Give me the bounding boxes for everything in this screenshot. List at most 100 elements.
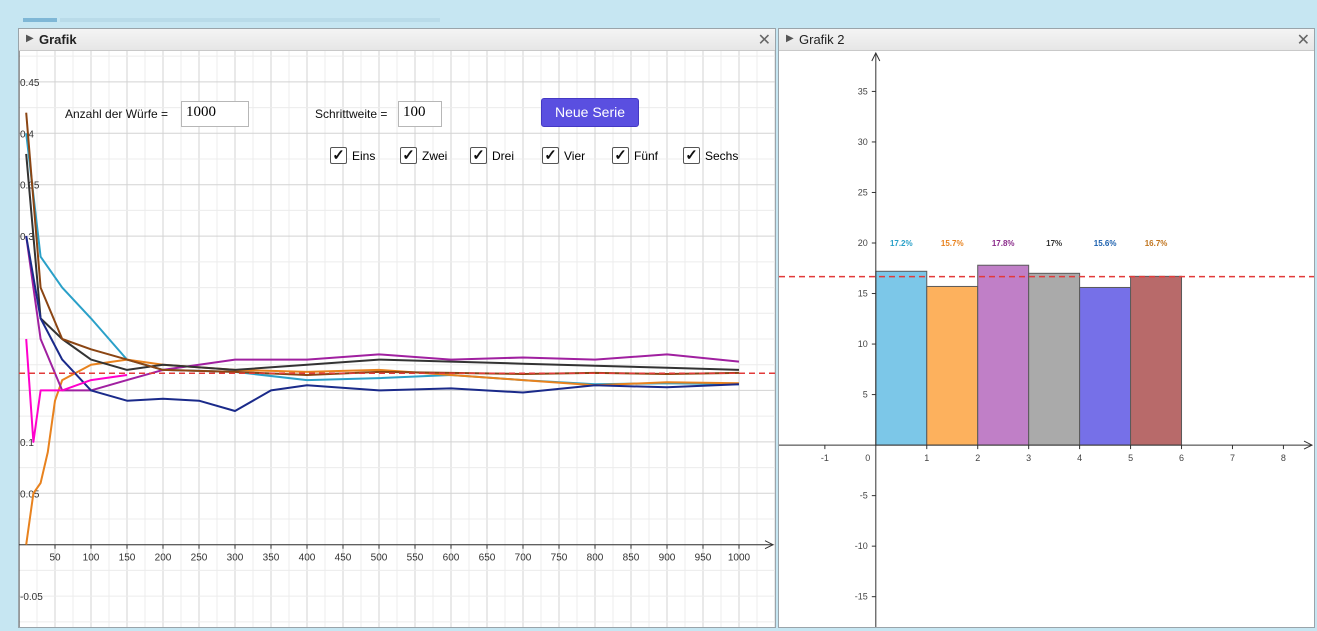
schrittweite-label: Schrittweite = xyxy=(315,107,388,121)
y-tick-label: 15 xyxy=(858,289,868,299)
y-tick-label: -5 xyxy=(860,491,868,501)
y-tick-label: 35 xyxy=(858,86,868,96)
x-tick-label: 6 xyxy=(1179,453,1184,463)
x-tick-label: 750 xyxy=(551,553,568,564)
series-line-1 xyxy=(25,133,740,386)
x-tick-label: 150 xyxy=(119,553,136,564)
x-tick-label: 950 xyxy=(695,553,712,564)
x-tick-label: -1 xyxy=(821,453,829,463)
panel-2-view[interactable]: 17.2% 15.7% 17.8% 17% 15.6% 16.7% -1 0 1 2 3 4 5 6 7 8 3… xyxy=(779,51,1314,627)
schrittweite-input[interactable]: 100 xyxy=(398,101,442,127)
close-icon[interactable]: ✕ xyxy=(1296,32,1310,49)
bar-data-label: 16.7% xyxy=(1145,239,1168,248)
bar-chart[interactable]: 17.2% 15.7% 17.8% 17% 15.6% 16.7%-1 0 1 2 3 4 5 6 7 83… xyxy=(779,51,1314,627)
panel-2-titlebar: ▶ Grafik 2 ✕ xyxy=(779,29,1314,51)
anzahl-label: Anzahl der Würfe = xyxy=(65,107,169,121)
y-tick-label: 10 xyxy=(858,339,868,349)
triangle-right-icon[interactable]: ▶ xyxy=(786,33,794,44)
x-tick-label: 500 xyxy=(371,553,388,564)
checkmark-icon[interactable]: ✓ xyxy=(330,147,347,164)
series-line-5 xyxy=(25,235,740,412)
x-tick-label: 0 xyxy=(865,453,870,463)
checkbox-drei-label: Drei xyxy=(492,149,515,163)
x-tick-label: 300 xyxy=(227,553,244,564)
x-tick-label: 900 xyxy=(659,553,676,564)
x-tick-label: 400 xyxy=(299,553,316,564)
active-tab-indicator xyxy=(23,18,57,22)
checkbox-vier-label: Vier xyxy=(564,149,586,163)
y-tick-label: 5 xyxy=(863,390,868,400)
x-axis-arrow xyxy=(764,540,775,550)
x-tick-label: 850 xyxy=(623,553,640,564)
y-tick-label: 0.05 xyxy=(20,489,40,500)
x-tick-label: 200 xyxy=(155,553,172,564)
tab-strip xyxy=(60,18,440,22)
bar-1 xyxy=(875,270,928,446)
y-tick-label: 30 xyxy=(858,137,868,147)
checkmark-icon[interactable]: ✓ xyxy=(470,147,487,164)
panel-1-view[interactable]: 50 100 150 200 250 300 350 400 450 500 550 600 650 70… xyxy=(19,51,775,627)
y-tick-label: 25 xyxy=(858,187,868,197)
panel-1-titlebar: ▶ Grafik ✕ xyxy=(19,29,775,51)
checkbox-sechs-label: Sechs xyxy=(705,149,739,163)
x-tick-label: 1000 xyxy=(728,553,751,564)
triangle-right-icon[interactable]: ▶ xyxy=(26,33,34,44)
x-tick-label: 450 xyxy=(335,553,352,564)
checkmark-icon[interactable]: ✓ xyxy=(400,147,417,164)
y-axis-arrow xyxy=(871,51,881,62)
anzahl-input[interactable]: 1000 xyxy=(181,101,249,127)
y-tick-label: 0.45 xyxy=(20,78,40,89)
bar-data-label: 15.6% xyxy=(1094,239,1117,248)
graphics-panel-2: ▶ Grafik 2 ✕ 17.2% 15.7% 17.8% 17% 15.6% 16.7… xyxy=(778,28,1315,628)
checkmark-icon[interactable]: ✓ xyxy=(542,147,559,164)
series-line-3 xyxy=(25,235,740,392)
neue-serie-button[interactable]: Neue Serie xyxy=(541,98,639,127)
bar-5 xyxy=(1079,286,1132,446)
y-tick-label: 20 xyxy=(858,238,868,248)
bar-data-label: 17.2% xyxy=(890,239,913,248)
x-tick-label: 800 xyxy=(587,553,604,564)
x-tick-label: 250 xyxy=(191,553,208,564)
checkbox-fuenf-label: Fünf xyxy=(634,149,659,163)
x-tick-label: 50 xyxy=(49,553,61,564)
x-tick-label: 650 xyxy=(479,553,496,564)
x-tick-label: 3 xyxy=(1026,453,1031,463)
x-tick-label: 7 xyxy=(1230,453,1235,463)
bar-2 xyxy=(926,285,979,446)
x-tick-label: 350 xyxy=(263,553,280,564)
line-chart[interactable]: 50 100 150 200 250 300 350 400 450 500 550 600 650 70… xyxy=(19,51,775,627)
series-line-2 xyxy=(25,358,740,545)
series-line-7 xyxy=(25,338,128,443)
x-tick-label: 2 xyxy=(975,453,980,463)
close-icon[interactable]: ✕ xyxy=(757,32,771,49)
y-tick-label: 0.1 xyxy=(20,438,34,449)
bar-3 xyxy=(977,264,1030,446)
y-tick-label: -10 xyxy=(855,541,868,551)
graphics-panel-1: ▶ Grafik ✕ 50 100 150 200 250 300 350 400 450 500… xyxy=(18,28,776,628)
y-tick-label: -0.05 xyxy=(20,592,43,603)
checkmark-icon[interactable]: ✓ xyxy=(612,147,629,164)
series-line-4 xyxy=(25,153,740,371)
x-tick-label: 8 xyxy=(1281,453,1286,463)
x-tick-label: 600 xyxy=(443,553,460,564)
x-tick-label: 100 xyxy=(83,553,100,564)
bar-data-label: 15.7% xyxy=(941,239,964,248)
grid xyxy=(19,51,775,627)
checkmark-icon[interactable]: ✓ xyxy=(683,147,700,164)
panel-1-title: Grafik xyxy=(39,32,77,47)
panel-2-title: Grafik 2 xyxy=(799,32,845,47)
x-tick-label: 700 xyxy=(515,553,532,564)
x-tick-label: 550 xyxy=(407,553,424,564)
top-strip xyxy=(0,0,1317,27)
checkbox-zwei-label: Zwei xyxy=(422,149,448,163)
x-tick-label: 1 xyxy=(924,453,929,463)
bar-data-label: 17.8% xyxy=(992,239,1015,248)
bar-data-label: 17% xyxy=(1046,239,1062,248)
series-line-6 xyxy=(25,112,740,376)
x-tick-label: 4 xyxy=(1077,453,1082,463)
bar-6 xyxy=(1130,275,1183,446)
x-tick-label: 5 xyxy=(1128,453,1133,463)
x-axis-arrow xyxy=(1303,440,1314,450)
bar-4 xyxy=(1028,272,1081,446)
